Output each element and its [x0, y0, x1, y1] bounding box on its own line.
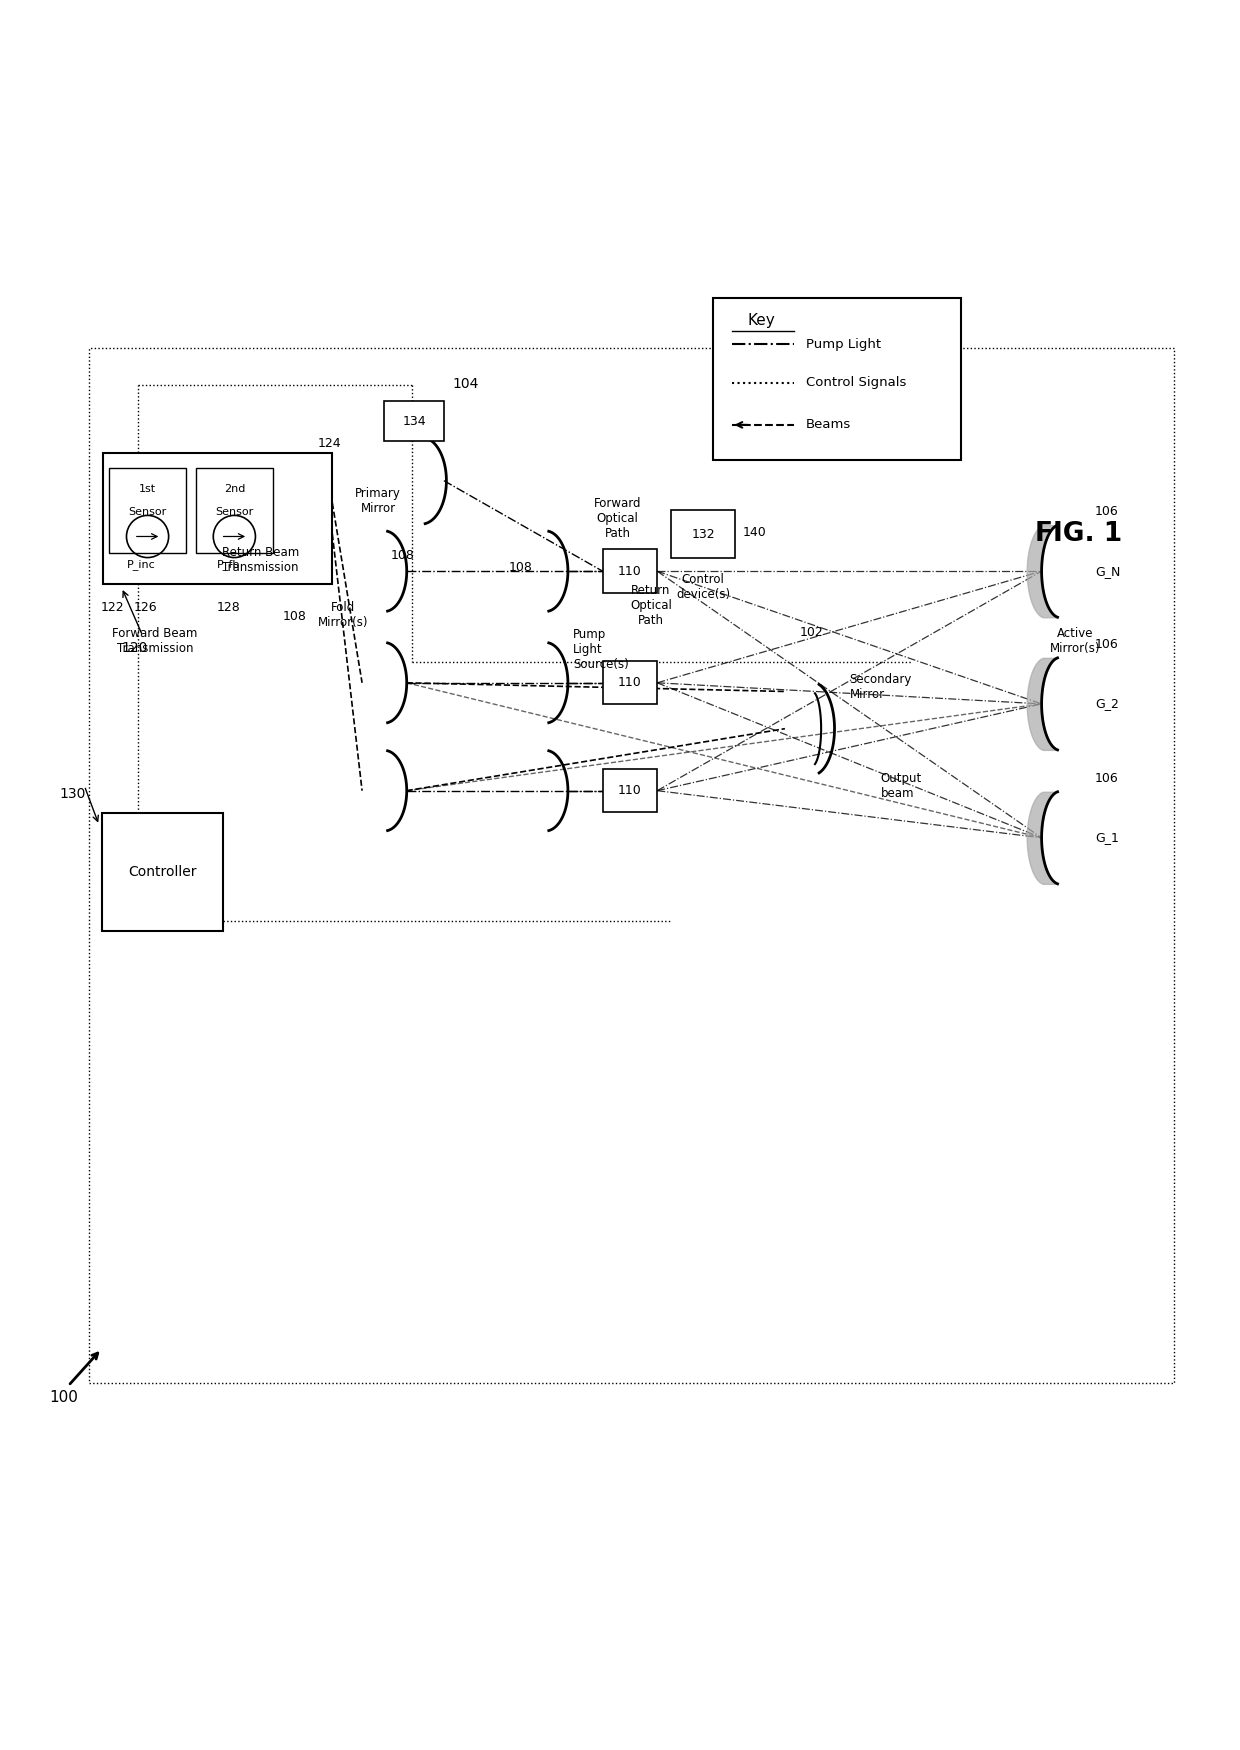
- Text: Beams: Beams: [806, 418, 851, 432]
- Text: 126: 126: [134, 600, 157, 614]
- Bar: [603, 550, 657, 593]
- Text: 1st: 1st: [139, 485, 156, 493]
- Bar: [103, 453, 332, 583]
- Text: 110: 110: [618, 676, 642, 690]
- Text: 124: 124: [317, 438, 341, 450]
- Text: 2nd: 2nd: [223, 485, 246, 493]
- Bar: [102, 814, 223, 931]
- Text: 128: 128: [217, 600, 241, 614]
- Text: 106: 106: [1095, 772, 1118, 786]
- Text: 130: 130: [60, 788, 86, 802]
- Text: Key: Key: [748, 313, 775, 329]
- Text: G_N: G_N: [1095, 565, 1120, 578]
- Text: 104: 104: [453, 376, 479, 390]
- Bar: [603, 662, 657, 705]
- Bar: [89, 348, 1174, 1384]
- Text: Forward
Optical
Path: Forward Optical Path: [594, 497, 641, 539]
- Text: Pump
Light
Source(s): Pump Light Source(s): [573, 628, 629, 670]
- Bar: [603, 768, 657, 812]
- Text: Sensor: Sensor: [216, 507, 253, 518]
- Text: Forward Beam
Transmission: Forward Beam Transmission: [113, 626, 197, 654]
- Text: 108: 108: [283, 609, 306, 623]
- Text: 122: 122: [100, 600, 124, 614]
- Bar: [384, 401, 444, 441]
- Text: 106: 106: [1095, 639, 1118, 651]
- Text: 108: 108: [391, 550, 414, 562]
- Text: Primary
Mirror: Primary Mirror: [356, 487, 401, 514]
- Text: Control Signals: Control Signals: [806, 376, 906, 388]
- Text: P_inc: P_inc: [126, 560, 156, 570]
- Text: 102: 102: [800, 626, 823, 639]
- Text: 132: 132: [691, 527, 715, 541]
- Text: Pump Light: Pump Light: [806, 338, 882, 350]
- Text: 110: 110: [618, 784, 642, 798]
- Text: Sensor: Sensor: [129, 507, 166, 518]
- Text: 108: 108: [508, 562, 532, 574]
- Text: 120: 120: [122, 640, 148, 654]
- Text: 106: 106: [1095, 506, 1118, 518]
- Text: G_2: G_2: [1095, 698, 1118, 710]
- Text: 134: 134: [402, 415, 427, 427]
- Text: 140: 140: [743, 527, 766, 539]
- Text: FIG. 1: FIG. 1: [1035, 522, 1122, 548]
- Text: G_1: G_1: [1095, 831, 1118, 844]
- Text: P_fb: P_fb: [217, 560, 239, 570]
- Text: 100: 100: [50, 1390, 78, 1405]
- Text: Return
Optical
Path: Return Optical Path: [630, 583, 672, 626]
- Text: Controller: Controller: [128, 864, 197, 878]
- Text: Output
beam: Output beam: [880, 772, 921, 800]
- Text: Active
Mirror(s): Active Mirror(s): [1050, 626, 1100, 654]
- Text: Secondary
Mirror: Secondary Mirror: [849, 672, 911, 700]
- Text: Return Beam
Transmission: Return Beam Transmission: [222, 546, 299, 574]
- Bar: [196, 469, 273, 553]
- Text: Fold
Mirror(s): Fold Mirror(s): [319, 600, 368, 628]
- Bar: [713, 299, 961, 460]
- Bar: [671, 511, 735, 558]
- Text: 110: 110: [618, 565, 642, 578]
- Bar: [109, 469, 186, 553]
- Text: Control
device(s): Control device(s): [676, 574, 730, 602]
